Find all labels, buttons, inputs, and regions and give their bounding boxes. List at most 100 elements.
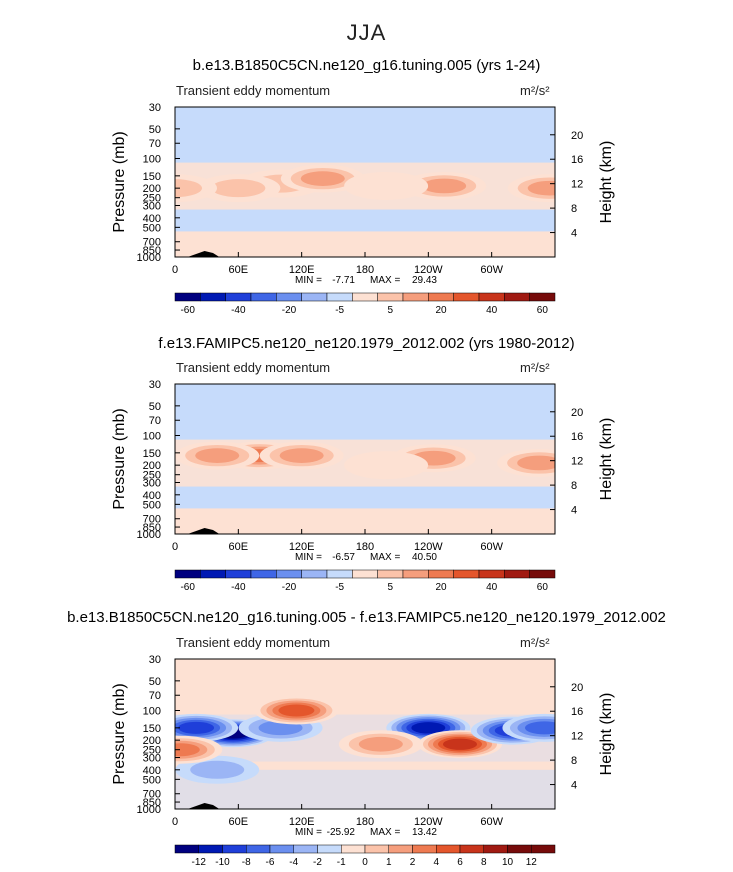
height-tick-label: 8 [571, 755, 577, 767]
colorbar-label: 6 [457, 857, 463, 868]
right-axis-label: Height (km) [598, 141, 615, 224]
min-value: -25.92 [327, 827, 356, 838]
topography [187, 528, 220, 534]
plot-area-1 [175, 107, 555, 257]
height-tick-label: 4 [571, 228, 577, 240]
colorbar-swatch [504, 292, 530, 302]
colorbar-swatch [269, 844, 294, 854]
min-label: MIN = [295, 552, 322, 563]
y-tick-label: 850 [143, 245, 161, 257]
y-tick-label: 100 [143, 706, 161, 718]
colorbar-swatch [200, 292, 226, 302]
colorbar-swatch [222, 844, 247, 854]
max-value: 40.50 [412, 552, 437, 563]
colorbar-label: 20 [435, 582, 447, 593]
panel-3-variable: Transient eddy momentum [176, 635, 331, 650]
contour-feature [411, 722, 446, 734]
colorbar-swatch [326, 292, 353, 302]
colorbar-label: -60 [180, 305, 195, 316]
contour-feature [344, 451, 429, 480]
max-value: 29.43 [412, 275, 437, 286]
y-tick-label: 200 [143, 735, 161, 747]
colorbar-swatch [504, 569, 530, 579]
contour-feature [175, 179, 202, 198]
height-tick-label: 4 [571, 780, 577, 792]
colorbar-label: -12 [192, 857, 207, 868]
y-tick-label: 850 [143, 522, 161, 534]
colorbar-swatch [246, 844, 271, 854]
y-tick-label: 500 [143, 222, 161, 234]
season-title: JJA [346, 20, 387, 45]
colorbar-swatch [388, 844, 413, 854]
contour-feature [278, 704, 315, 717]
colorbar-swatch [428, 292, 454, 302]
max-label: MAX = [370, 275, 400, 286]
contour-feature [344, 171, 429, 200]
y-tick-label: 150 [143, 448, 161, 460]
colorbar-label: 0 [362, 857, 368, 868]
colorbar-label: 5 [388, 305, 394, 316]
contour-feature [443, 738, 477, 750]
y-tick-label: 400 [143, 765, 161, 777]
y-tick-label: 500 [143, 774, 161, 786]
y-tick-label: 100 [143, 431, 161, 443]
colorbar-label: 40 [486, 582, 498, 593]
y-tick-label: 1000 [137, 804, 161, 816]
y-tick-label: 400 [143, 213, 161, 225]
y-tick-label: 300 [143, 477, 161, 489]
colorbar-label: 2 [410, 857, 416, 868]
height-tick-label: 16 [571, 154, 583, 166]
contour-feature [178, 721, 215, 734]
min-label: MIN = [295, 827, 322, 838]
colorbar-label: -60 [180, 582, 195, 593]
y-tick-label: 500 [143, 499, 161, 511]
height-tick-label: 20 [571, 407, 583, 419]
colorbar-swatch [352, 292, 378, 302]
y-tick-label: 250 [143, 193, 161, 205]
height-tick-label: 16 [571, 431, 583, 443]
y-tick-label: 100 [143, 154, 161, 166]
y-tick-label: 1000 [137, 529, 161, 541]
colorbar-swatch [529, 292, 556, 302]
y-tick-label: 30 [149, 379, 161, 391]
right-axis-label: Height (km) [598, 418, 615, 501]
x-tick-label: 180 [356, 816, 374, 828]
panel-1-units: m²/s² [520, 83, 550, 98]
height-tick-label: 12 [571, 456, 583, 468]
colorbar-label: 1 [386, 857, 392, 868]
height-tick-label: 12 [571, 731, 583, 743]
colorbar-label: -40 [231, 305, 246, 316]
contour-feature [422, 178, 467, 194]
height-tick-label: 16 [571, 706, 583, 718]
contour-feature [211, 179, 266, 198]
x-tick-label: 0 [172, 541, 178, 553]
colorbar-swatch [402, 292, 429, 302]
contour-feature [195, 448, 240, 463]
colorbar-label: 12 [526, 857, 538, 868]
y-axis-label: Pressure (mb) [111, 408, 128, 509]
colorbar-label: -10 [215, 857, 230, 868]
colorbar-label: 60 [537, 582, 549, 593]
y-tick-label: 700 [143, 514, 161, 526]
colorbar-label: -4 [289, 857, 298, 868]
panel-3-chart: 3050701001502002503004005007008501000201… [111, 654, 615, 868]
colorbar-swatch [507, 844, 532, 854]
colorbar-swatch [428, 569, 454, 579]
colorbar-label: -5 [335, 582, 344, 593]
y-tick-label: 50 [149, 401, 161, 413]
min-value: -7.71 [332, 275, 355, 286]
right-axis-label: Height (km) [598, 693, 615, 776]
y-tick-label: 400 [143, 490, 161, 502]
topography [187, 803, 220, 809]
y-axis-label: Pressure (mb) [111, 683, 128, 784]
y-tick-label: 250 [143, 470, 161, 482]
height-tick-label: 12 [571, 179, 583, 191]
min-value: -6.57 [332, 552, 355, 563]
colorbar-label: 5 [388, 582, 394, 593]
colorbar-swatch [198, 844, 223, 854]
colorbar-swatch [529, 569, 556, 579]
contour-feature [358, 736, 403, 752]
height-tick-label: 20 [571, 130, 583, 142]
colorbar-swatch [453, 569, 480, 579]
plot-area-3 [175, 659, 555, 809]
